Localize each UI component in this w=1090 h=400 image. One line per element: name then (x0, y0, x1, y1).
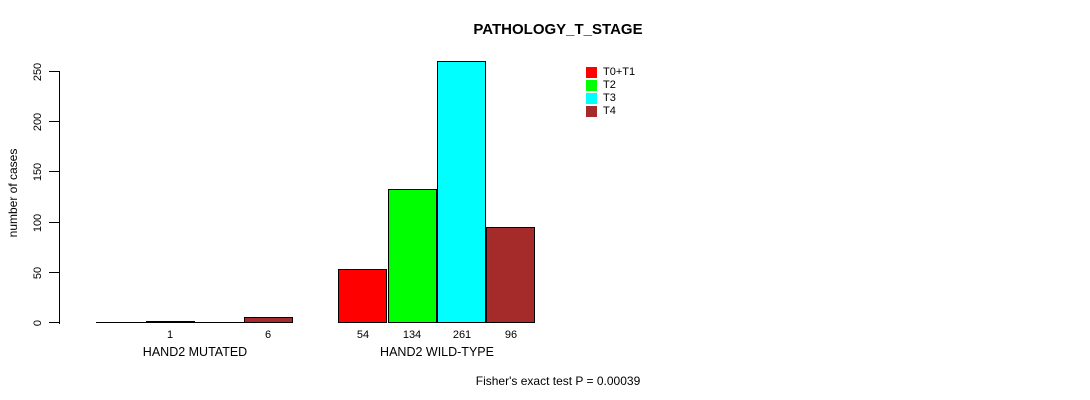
y-tick-label-100: 100 (32, 213, 44, 233)
bar-t4-group1 (486, 227, 535, 323)
bar-t2-group1 (388, 189, 437, 323)
y-tick-label-150: 150 (32, 162, 44, 182)
legend-swatch-t3 (586, 93, 597, 104)
bar-value-label-6: 6 (264, 329, 272, 341)
legend-label-t3: T3 (603, 92, 616, 104)
bar-t3-group1 (437, 61, 486, 323)
legend-swatch-t4 (586, 106, 597, 117)
legend-item-t3: T3 (586, 92, 635, 105)
y-tick-150 (49, 171, 60, 172)
bar-t0t1-group1 (338, 269, 387, 323)
legend-item-t4: T4 (586, 105, 635, 118)
fisher-test-annotation: Fisher's exact test P = 0.00039 (475, 374, 641, 388)
bar-value-label-134: 134 (402, 329, 422, 341)
bar-value-label-54: 54 (356, 329, 370, 341)
y-tick-0 (49, 322, 60, 323)
legend-swatch-t0t1 (586, 67, 597, 78)
y-tick-50 (49, 272, 60, 273)
group-label-hand2-wild-type: HAND2 WILD-TYPE (380, 345, 494, 359)
bar-t2-group0 (146, 321, 195, 323)
bar-t4-group0 (244, 317, 293, 323)
y-tick-label-250: 250 (32, 62, 44, 82)
legend-label-t4: T4 (603, 105, 616, 117)
y-tick-100 (49, 222, 60, 223)
bar-value-label-1: 1 (166, 329, 174, 341)
bar-value-label-261: 261 (452, 329, 472, 341)
y-tick-label-0: 0 (32, 319, 44, 327)
y-axis-line (59, 72, 60, 324)
y-tick-200 (49, 121, 60, 122)
legend: T0+T1 T2 T3 T4 (586, 66, 635, 118)
bar-value-label-96: 96 (504, 329, 518, 341)
group-label-hand2-mutated: HAND2 MUTATED (142, 345, 248, 359)
chart-title: PATHOLOGY_T_STAGE (473, 21, 643, 38)
legend-label-t0t1: T0+T1 (603, 66, 636, 78)
legend-item-t2: T2 (586, 79, 635, 92)
y-tick-label-50: 50 (32, 266, 44, 280)
y-tick-label-200: 200 (32, 112, 44, 132)
legend-item-t0t1: T0+T1 (586, 66, 635, 79)
legend-label-t2: T2 (603, 79, 616, 91)
legend-swatch-t2 (586, 80, 597, 91)
y-tick-250 (49, 71, 60, 72)
y-axis-label: number of cases (6, 148, 20, 238)
